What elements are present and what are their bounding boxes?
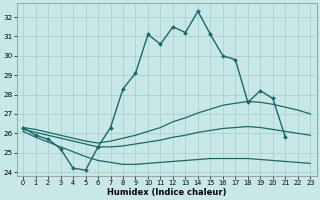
X-axis label: Humidex (Indice chaleur): Humidex (Indice chaleur) [107,188,227,197]
